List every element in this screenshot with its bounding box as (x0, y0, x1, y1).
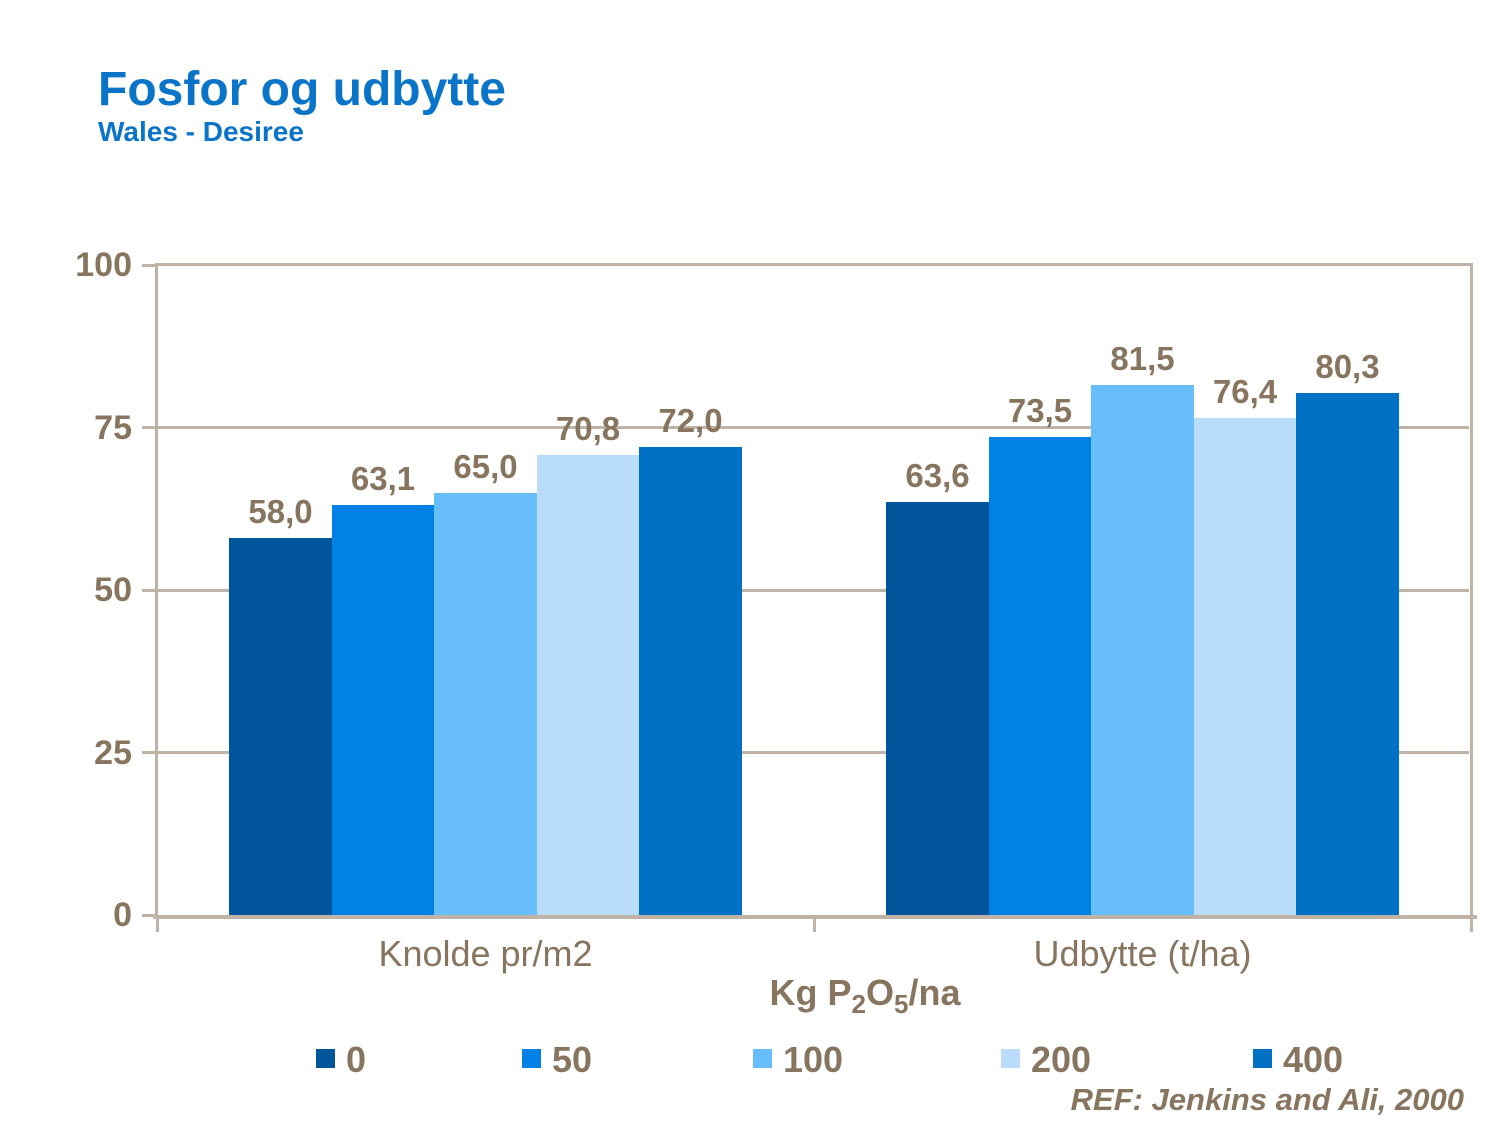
y-gridline (158, 426, 1469, 429)
category-label: Knolde pr/m2 (378, 933, 593, 974)
bar-series-100-cat-1 (434, 492, 537, 915)
x-axis-line (153, 915, 1477, 919)
bar-value-label: 72,0 (658, 402, 723, 439)
legend-swatch-icon (522, 1049, 541, 1068)
bar-series-200-cat-2 (1193, 418, 1297, 915)
y-axis-label: 100 (75, 246, 132, 284)
legend-label: 0 (346, 1039, 367, 1080)
chart-subtitle: Wales - Desiree (98, 116, 304, 147)
legend-swatch-icon (1001, 1049, 1020, 1068)
category-label: Udbytte (t/ha) (1033, 933, 1252, 974)
bar-value-label: 73,5 (1007, 392, 1073, 430)
bar-value-label: 81,5 (1110, 340, 1175, 378)
y-axis-tick (142, 426, 157, 429)
plot-border-left (155, 263, 158, 915)
y-axis-label: 0 (113, 896, 132, 934)
legend-label: 50 (552, 1039, 593, 1080)
x-axis-title: Kg P2O5/na (655, 972, 1075, 1020)
bar-value-label: 63,6 (905, 456, 970, 494)
bar-series-50-cat-1 (331, 504, 435, 915)
legend-swatch-icon (1253, 1049, 1272, 1068)
y-gridline (158, 588, 1469, 592)
legend-swatch-icon (753, 1049, 772, 1068)
bar-value-label: 65,0 (453, 447, 518, 485)
y-axis-label: 25 (94, 733, 132, 772)
y-axis-tick (142, 588, 157, 592)
x-axis-title-part: Kg P (769, 972, 852, 1013)
legend-label: 200 (1031, 1039, 1092, 1080)
x-axis-title-subscript: 5 (894, 989, 909, 1020)
chart-title: Fosfor og udbytte (98, 63, 506, 116)
bar-value-label: 63,1 (350, 459, 416, 497)
y-axis-tick (142, 263, 157, 267)
bar-value-label: 80,3 (1315, 348, 1380, 386)
x-axis-tick (812, 919, 816, 932)
reference-text: REF: Jenkins and Ali, 2000 (1070, 1082, 1464, 1117)
legend-swatch-icon (316, 1049, 335, 1068)
legend-label: 100 (783, 1039, 844, 1080)
plot-border-top (155, 263, 1473, 266)
y-axis-tick (142, 913, 157, 917)
x-axis-tick (1469, 919, 1473, 932)
y-axis-label: 50 (94, 571, 132, 609)
y-axis-label: 75 (94, 408, 132, 447)
bar-series-400-cat-1 (639, 447, 742, 915)
plot-border-right (1470, 263, 1473, 915)
bar-series-400-cat-2 (1296, 393, 1399, 915)
bar-series-0-cat-1 (229, 538, 332, 915)
bar-series-200-cat-1 (536, 454, 640, 915)
x-axis-title-part: O (865, 972, 894, 1013)
bar-value-label: 70,8 (555, 409, 621, 447)
x-axis-title-subscript: 2 (851, 989, 866, 1020)
bar-value-label: 58,0 (248, 493, 313, 530)
bar-series-50-cat-2 (988, 437, 1092, 915)
legend-label: 400 (1283, 1039, 1344, 1080)
bar-series-100-cat-2 (1091, 385, 1194, 915)
x-axis-title-part: /na (908, 972, 961, 1013)
y-gridline (158, 751, 1469, 754)
y-axis-tick (142, 751, 157, 754)
bar-series-0-cat-2 (886, 501, 989, 915)
x-axis-tick (155, 919, 159, 932)
bar-value-label: 76,4 (1212, 373, 1278, 411)
